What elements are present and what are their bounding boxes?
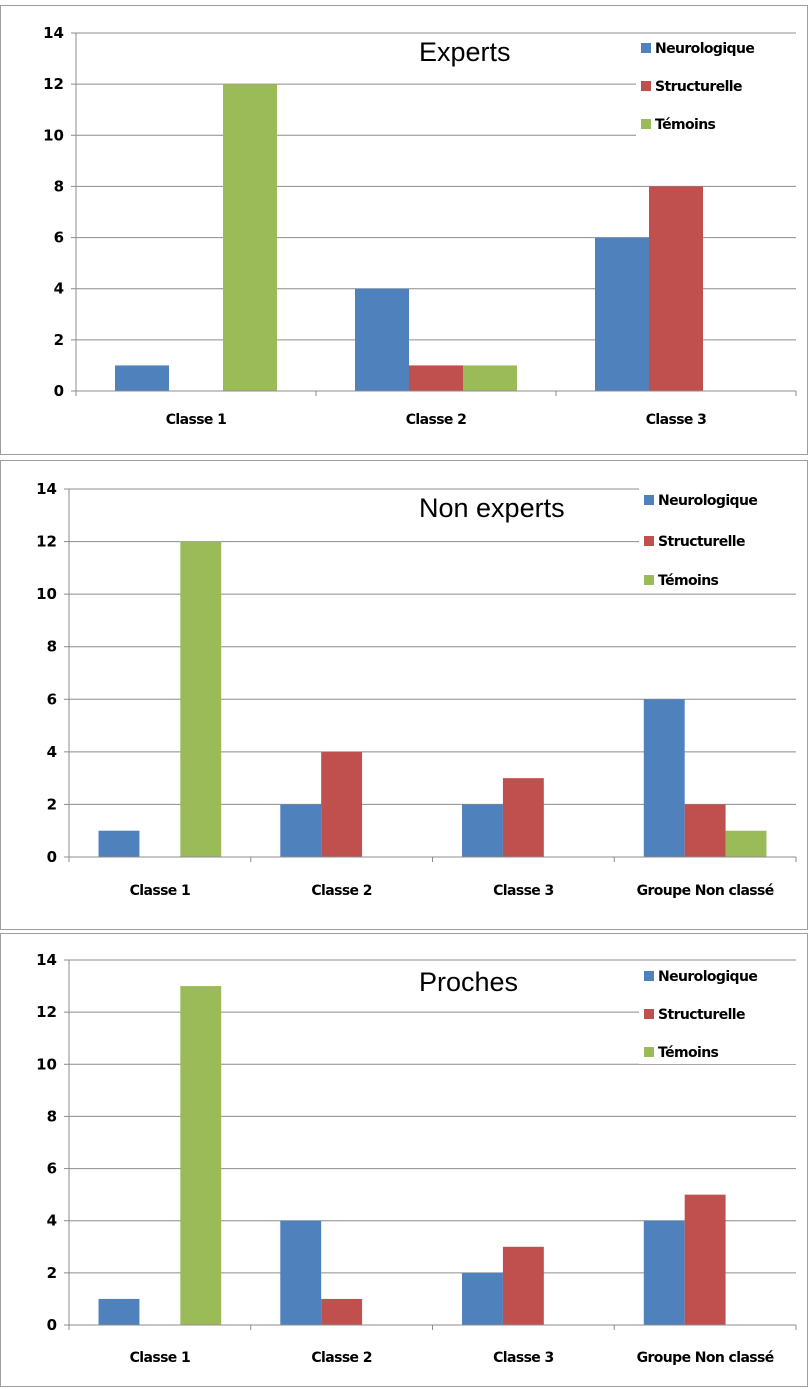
bar-chart-non-experts: 0 2 4 6 8 10 12 14 Classe 1 Classe 2 Classe 3 Group… — [36, 480, 799, 899]
y-tick-label: 10 — [43, 126, 64, 144]
y-tick-label: 8 — [54, 177, 64, 195]
x-tick-label: Classe 2 — [311, 1350, 372, 1366]
bar — [321, 751, 363, 857]
y-tick-label: 8 — [47, 638, 57, 656]
bar — [409, 365, 463, 391]
y-tick-label: 4 — [47, 1212, 57, 1230]
legend-label: Neurologique — [655, 41, 754, 57]
legend-label: Structurelle — [658, 534, 745, 550]
chart-panel-experts: 0 2 4 6 8 10 12 14 Classe 1 Classe 2 Classe 3 Exper… — [0, 5, 808, 455]
bar — [684, 1194, 726, 1325]
legend-background — [639, 568, 799, 592]
bar — [725, 830, 767, 857]
legend-label: Structurelle — [658, 1007, 745, 1023]
y-tick-label: 4 — [54, 280, 64, 298]
y-tick-label: 0 — [47, 1316, 57, 1334]
x-tick-label: Classe 1 — [130, 883, 191, 899]
legend-background — [636, 112, 796, 136]
y-tick-label: 14 — [36, 951, 57, 969]
x-tick-label: Groupe Non classé — [637, 883, 774, 899]
chart-title: Non experts — [419, 493, 565, 523]
legend-label: Structurelle — [655, 79, 742, 95]
y-tick-label: 8 — [47, 1107, 57, 1125]
bar — [280, 1220, 322, 1325]
y-tick-label: 2 — [47, 795, 57, 813]
legend-background — [639, 529, 799, 553]
legend-label: Neurologique — [658, 493, 757, 509]
y-tick-label: 2 — [54, 331, 64, 349]
bar — [643, 699, 685, 857]
y-tick-label: 6 — [47, 1160, 57, 1178]
y-tick-label: 12 — [36, 533, 57, 551]
bar — [463, 365, 517, 391]
legend-background — [636, 36, 796, 60]
y-tick-label: 12 — [36, 1003, 57, 1021]
legend-swatch — [644, 495, 654, 505]
chart-title: Proches — [419, 967, 518, 997]
legend-background — [639, 1002, 799, 1026]
x-tick-label: Classe 1 — [166, 412, 227, 428]
y-tick-label: 2 — [47, 1264, 57, 1282]
bar — [321, 1298, 363, 1325]
x-tick-label: Classe 3 — [646, 412, 707, 428]
legend-background — [639, 488, 799, 512]
bar — [462, 804, 503, 857]
bar — [98, 1298, 140, 1325]
chart-panel-non-experts: 0 2 4 6 8 10 12 14 Classe 1 Classe 2 Classe 3 Group… — [0, 460, 808, 930]
x-tick-label: Groupe Non classé — [637, 1350, 774, 1366]
bar — [649, 186, 703, 391]
y-tick-label: 14 — [36, 480, 57, 498]
x-tick-label: Classe 3 — [493, 1350, 554, 1366]
legend-swatch — [641, 119, 651, 129]
legend-swatch — [641, 81, 651, 91]
chart-title: Experts — [419, 37, 511, 67]
bar — [98, 830, 140, 857]
legend-swatch — [644, 1009, 654, 1019]
legend-swatch — [644, 971, 654, 981]
y-tick-label: 0 — [47, 848, 57, 866]
legend-background — [639, 1040, 799, 1064]
legend-swatch — [644, 536, 654, 546]
bar — [595, 237, 649, 391]
x-tick-label: Classe 2 — [311, 883, 372, 899]
legend-swatch — [641, 43, 651, 53]
bar — [280, 804, 322, 857]
y-tick-label: 10 — [36, 585, 57, 603]
legend-background — [636, 74, 796, 98]
bar-chart-proches: 0 2 4 6 8 10 12 14 Classe 1 Classe 2 Classe 3 Group… — [36, 951, 799, 1366]
bar — [355, 288, 409, 391]
bar — [684, 804, 726, 857]
bar — [643, 1220, 685, 1325]
y-tick-label: 6 — [54, 229, 64, 247]
y-tick-label: 12 — [43, 75, 64, 93]
legend-swatch — [644, 575, 654, 585]
bar — [502, 1246, 544, 1325]
legend-label: Témoins — [658, 1045, 719, 1061]
legend-label: Témoins — [658, 573, 719, 589]
bar — [180, 986, 222, 1325]
bar — [462, 1272, 503, 1325]
bar — [502, 778, 544, 857]
bar-chart-experts: 0 2 4 6 8 10 12 14 Classe 1 Classe 2 Classe 3 Exper… — [43, 24, 797, 428]
chart-panel-proches: 0 2 4 6 8 10 12 14 Classe 1 Classe 2 Classe 3 Group… — [0, 933, 808, 1387]
y-tick-label: 10 — [36, 1055, 57, 1073]
bar — [180, 541, 222, 857]
y-tick-label: 6 — [47, 690, 57, 708]
legend-label: Témoins — [655, 117, 716, 133]
y-tick-label: 14 — [43, 24, 64, 42]
legend-label: Neurologique — [658, 969, 757, 985]
x-tick-label: Classe 3 — [493, 883, 554, 899]
legend-background — [639, 964, 799, 988]
legend-swatch — [644, 1047, 654, 1057]
y-tick-label: 4 — [47, 743, 57, 761]
bar — [115, 365, 169, 391]
y-tick-label: 0 — [54, 382, 64, 400]
x-tick-label: Classe 2 — [406, 412, 467, 428]
x-tick-label: Classe 1 — [130, 1350, 191, 1366]
bar — [223, 84, 277, 392]
